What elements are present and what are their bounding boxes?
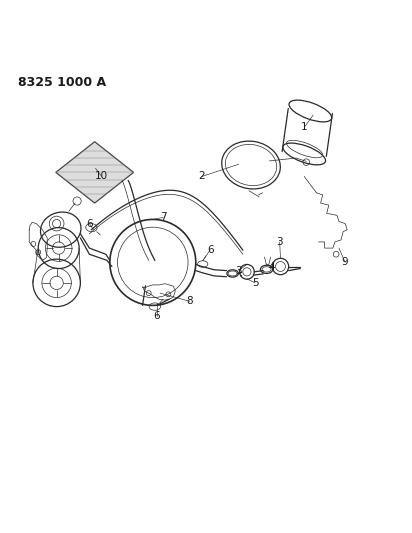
Text: 1: 1 [301,123,307,132]
Text: 3: 3 [235,265,242,276]
Text: 7: 7 [160,212,166,222]
Text: 6: 6 [86,219,93,229]
Text: 2: 2 [199,172,205,181]
Text: 10: 10 [95,172,108,181]
Text: 9: 9 [342,257,349,268]
Polygon shape [56,142,133,203]
Text: 4: 4 [268,262,275,271]
Text: 5: 5 [252,278,258,288]
Text: 3: 3 [276,237,283,247]
Text: 6: 6 [154,311,160,321]
Text: 8: 8 [186,296,193,306]
Text: 6: 6 [207,245,213,255]
Text: 8325 1000 A: 8325 1000 A [18,76,106,89]
